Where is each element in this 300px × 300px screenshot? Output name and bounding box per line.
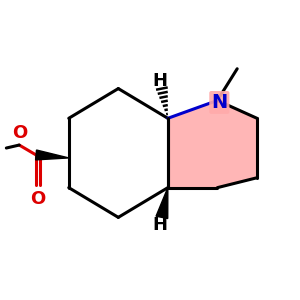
Polygon shape <box>156 188 168 218</box>
Text: O: O <box>30 190 46 208</box>
Text: H: H <box>152 72 167 90</box>
Text: H: H <box>152 216 167 234</box>
Polygon shape <box>168 100 257 188</box>
Text: N: N <box>211 93 227 112</box>
Text: O: O <box>13 124 28 142</box>
Polygon shape <box>36 150 69 160</box>
